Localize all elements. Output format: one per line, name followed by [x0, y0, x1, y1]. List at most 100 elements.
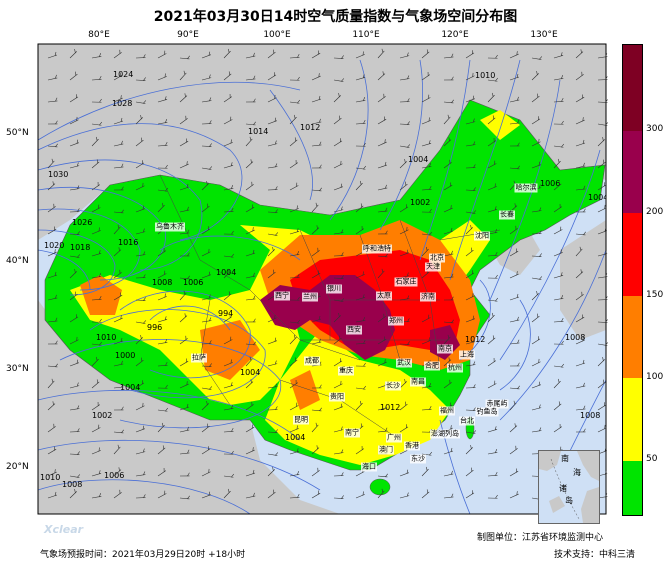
svg-text:994: 994 [218, 309, 233, 318]
svg-text:1014: 1014 [248, 127, 268, 136]
svg-text:1008: 1008 [62, 480, 82, 489]
lon-label-120: 120°E [441, 30, 469, 40]
map-title: 2021年03月30日14时空气质量指数与气象场空间分布图 [153, 9, 518, 25]
svg-text:1004: 1004 [216, 268, 236, 277]
city-label: 银川 [326, 284, 342, 294]
city-label: 拉萨 [191, 353, 207, 363]
svg-text:1010: 1010 [475, 71, 495, 80]
svg-text:1012: 1012 [465, 335, 485, 344]
svg-text:1028: 1028 [112, 99, 132, 108]
city-label: 太原 [376, 291, 392, 301]
colorbar-tick: 100 [646, 372, 664, 382]
svg-text:1010: 1010 [40, 473, 60, 482]
south-china-sea-inset: 南 海 诸 岛 [538, 450, 600, 524]
city-label: 石家庄 [394, 277, 418, 287]
svg-text:1002: 1002 [410, 198, 430, 207]
colorbar-tick: 50 [646, 454, 658, 464]
city-label: 台北 [459, 416, 475, 426]
colorbar-segment [623, 296, 642, 378]
colorbar-segment [623, 461, 642, 515]
svg-text:1008: 1008 [580, 411, 600, 420]
map-credit: 制图单位：江苏省环境监测中心 [477, 533, 604, 543]
svg-text:1012: 1012 [380, 403, 400, 412]
lon-label-100: 100°E [263, 30, 291, 40]
svg-text:1002: 1002 [92, 411, 112, 420]
svg-text:1026: 1026 [72, 218, 92, 227]
lon-label-110: 110°E [352, 30, 380, 40]
city-label: 南宁 [344, 428, 360, 438]
colorbar-segment [623, 378, 642, 461]
colorbar-tick: 200 [646, 207, 664, 217]
city-label: 郑州 [388, 316, 404, 326]
city-label: 长沙 [385, 381, 401, 391]
city-label: 成都 [304, 356, 320, 366]
lat-label-40: 40°N [6, 256, 29, 266]
svg-text:1020: 1020 [44, 241, 64, 250]
colorbar-tick: 300 [646, 124, 664, 134]
city-label: 西安 [346, 325, 362, 335]
svg-text:1004: 1004 [408, 155, 428, 164]
inset-label: 诸 [559, 484, 567, 493]
lat-label-30: 30°N [6, 364, 29, 374]
lon-label-130: 130°E [530, 30, 558, 40]
colorbar-segment [623, 213, 642, 296]
city-label: 西宁 [274, 291, 290, 301]
city-label: 武汉 [396, 358, 412, 368]
city-label: 钓鱼岛 [475, 407, 499, 417]
city-label: 沈阳 [474, 231, 490, 241]
xclear-logo: Xclear [44, 523, 84, 536]
city-label: 重庆 [338, 366, 354, 376]
svg-text:1024: 1024 [113, 70, 133, 79]
city-label: 呼和浩特 [362, 244, 392, 254]
tech-support: 技术支持：中科三清 [553, 550, 635, 560]
svg-text:1006: 1006 [183, 278, 203, 287]
svg-text:996: 996 [147, 323, 162, 332]
svg-text:1006: 1006 [540, 179, 560, 188]
aqi-orange-south [290, 370, 320, 410]
city-label: 北京 [429, 253, 445, 263]
city-label: 天津 [425, 262, 441, 272]
colorbar-tick: 150 [646, 290, 664, 300]
city-label: 南京 [437, 344, 453, 354]
svg-text:1010: 1010 [96, 333, 116, 342]
city-label: 南昌 [410, 377, 426, 387]
svg-text:1016: 1016 [118, 238, 138, 247]
city-label: 济南 [420, 292, 436, 302]
svg-text:1004: 1004 [588, 193, 608, 202]
lat-label-50: 50°N [6, 128, 29, 138]
inset-label: 岛 [565, 496, 573, 505]
city-label: 海口 [361, 462, 377, 472]
forecast-time: 气象场预报时间：2021年03月29日20时 +18小时 [40, 550, 246, 560]
city-label: 杭州 [447, 363, 463, 373]
japan-land [560, 220, 606, 340]
inset-label: 南 [561, 454, 569, 463]
city-label: 澳门 [378, 445, 394, 455]
svg-text:1004: 1004 [285, 433, 305, 442]
city-label: 乌鲁木齐 [155, 222, 185, 232]
colorbar-segment [623, 45, 642, 131]
aqi-orange-southwest [200, 320, 260, 380]
city-label: 长春 [499, 210, 515, 220]
svg-text:1012: 1012 [300, 123, 320, 132]
city-label: 广州 [386, 433, 402, 443]
city-label: 赤尾屿 [485, 399, 509, 409]
city-label: 昆明 [293, 415, 309, 425]
svg-text:1004: 1004 [120, 383, 140, 392]
svg-text:1004: 1004 [240, 368, 260, 377]
lon-label-80: 80°E [88, 30, 110, 40]
city-label: 兰州 [302, 292, 318, 302]
aqi-yellow-west [70, 225, 320, 405]
neighbor-land-south [38, 300, 340, 514]
neighbor-land-north [38, 44, 606, 240]
city-label: 贵阳 [329, 392, 345, 402]
city-label: 哈尔滨 [514, 183, 538, 193]
svg-text:1018: 1018 [70, 243, 90, 252]
svg-text:1008: 1008 [565, 333, 585, 342]
city-label: 福州 [439, 406, 455, 416]
svg-text:1006: 1006 [104, 471, 124, 480]
hainan-island [369, 478, 391, 496]
inset-label: 海 [573, 468, 581, 477]
city-label: 香港 [404, 441, 420, 451]
svg-text:1000: 1000 [115, 351, 135, 360]
city-label: 澎湖列岛 [430, 429, 460, 439]
